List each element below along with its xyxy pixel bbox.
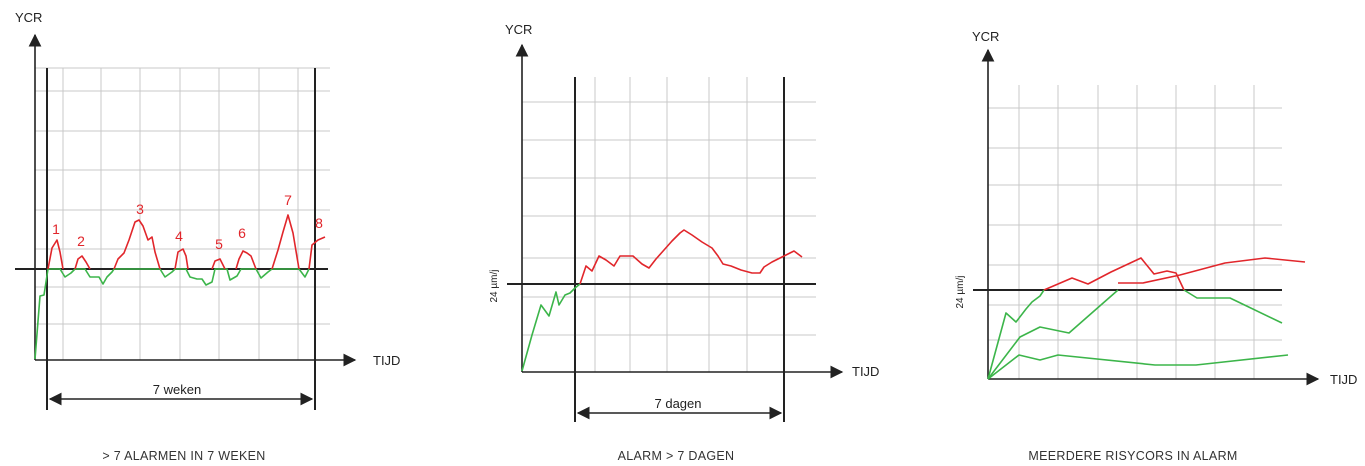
chart-3-series-normal-b: [987, 289, 1119, 380]
chart-1-alarm-segment-3: [113, 219, 161, 270]
chart-3-series-alarm-b: [1118, 257, 1306, 284]
chart-1-alarm-segment-1: [47, 239, 64, 270]
chart-1-alarm-segment-7: [271, 214, 300, 270]
chart-1-series-alarm: [47, 214, 326, 270]
chart-3-grid: [988, 85, 1282, 379]
chart-3-series-normal-d: [987, 354, 1289, 380]
chart-2-series-alarm: [579, 229, 803, 285]
chart-1-y-label: YCR: [15, 10, 42, 25]
chart-1: 1 2 3 4 56 7 8 YCR TIJD 7 weken > 7 ALARMEN IN…: [15, 10, 400, 463]
chart-2-series-normal: [521, 283, 581, 372]
chart-2-y-label: YCR: [505, 22, 532, 37]
chart-3-threshold-label: 24 µm/j: [955, 276, 966, 309]
chart-3-series-normal-c: [1183, 289, 1283, 324]
chart-1-caption: > 7 ALARMEN IN 7 WEKEN: [102, 449, 265, 463]
chart-1-x-label: TIJD: [373, 353, 400, 368]
chart-1-peak-label-7: 7: [284, 192, 292, 208]
chart-3-x-label: TIJD: [1330, 372, 1357, 387]
chart-1-peak-labels: 1 2 3 4 56 7 8: [52, 192, 323, 252]
chart-1-span-label: 7 weken: [153, 382, 201, 397]
chart-1-alarm-segment-2: [74, 255, 91, 270]
chart-1-alarm-segment-8: [308, 236, 326, 270]
chart-3-y-label: YCR: [972, 29, 999, 44]
chart-3-series-normal-a: [987, 289, 1045, 380]
chart-2-x-label: TIJD: [852, 364, 879, 379]
chart-3-series-alarm-a: [1043, 257, 1185, 291]
chart-1-peak-label-3: 3: [136, 201, 144, 217]
chart-2-grid: [522, 77, 816, 372]
chart-1-peak-label-5: 5: [215, 236, 223, 252]
chart-3: YCR TIJD 24 µm/j MEERDERE RISYCORS IN AL…: [955, 29, 1357, 463]
chart-2-threshold-label: 24 µm/j: [489, 270, 500, 303]
chart-1-peak-label-2: 2: [77, 233, 85, 249]
chart-2-caption: ALARM > 7 DAGEN: [618, 449, 735, 463]
chart-1-series-normal: [34, 268, 310, 360]
chart-1-peak-label-4: 4: [175, 228, 183, 244]
chart-1-grid: [35, 67, 330, 360]
chart-1-alarm-segment-6: [235, 250, 257, 270]
chart-1-alarm-segment-5: [211, 258, 226, 270]
chart-1-peak-label-6: 6: [238, 225, 246, 241]
chart-1-peak-label-1: 1: [52, 221, 60, 237]
chart-1-peak-label-8: 8: [315, 215, 323, 231]
chart-2-span-label: 7 dagen: [655, 396, 702, 411]
chart-2: YCR TIJD 24 µm/j 7 dagen ALARM > 7 DAGEN: [489, 22, 879, 463]
chart-3-caption: MEERDERE RISYCORS IN ALARM: [1028, 449, 1237, 463]
chart-1-alarm-segment-4: [174, 248, 189, 270]
